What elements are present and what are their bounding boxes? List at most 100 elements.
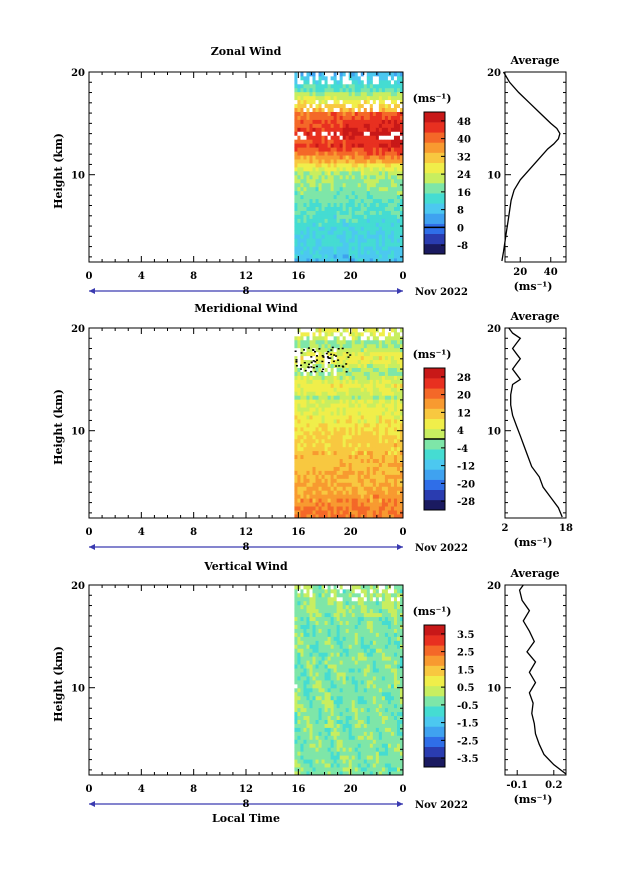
heatmap-cell [315, 226, 319, 231]
heatmap-cell [366, 415, 371, 420]
profile-unit: (ms⁻¹) [514, 536, 553, 549]
heatmap-cell [390, 506, 395, 511]
heatmap-cell [321, 585, 325, 590]
heatmap-cell [393, 155, 398, 160]
heatmap-cell [342, 391, 347, 396]
heatmap-cell [324, 170, 328, 176]
heatmap-cell [312, 119, 316, 124]
heatmap-cell [312, 99, 316, 105]
heatmap-cell [354, 347, 359, 353]
heatmap-cell [330, 588, 335, 594]
heatmap-cell [363, 403, 368, 408]
heatmap-cell [342, 652, 347, 657]
heatmap-cell [351, 202, 356, 207]
heatmap-cell [342, 767, 347, 772]
heatmap-cell [369, 159, 374, 164]
heatmap-cell [327, 723, 332, 728]
date-mark: 8 [243, 542, 250, 553]
heatmap-cell [345, 411, 350, 416]
heatmap-cell [378, 170, 383, 176]
heatmap-cell [327, 246, 332, 251]
heatmap-cell [300, 391, 304, 396]
heatmap-cell [303, 711, 307, 717]
heatmap-cell [396, 135, 401, 140]
heatmap-cell [324, 222, 328, 227]
heatmap-cell [372, 351, 377, 357]
heatmap-cell [318, 182, 322, 188]
heatmap-cell [354, 687, 359, 693]
heatmap-cell [378, 407, 383, 412]
heatmap-cell [348, 478, 353, 483]
heatmap-cell [348, 628, 353, 633]
heatmap-cell [297, 182, 301, 188]
heatmap-cell [336, 731, 341, 736]
heatmap-cell [399, 87, 404, 93]
heatmap-cell [300, 238, 304, 243]
colorbar-segment [424, 449, 445, 460]
heatmap-cell [342, 510, 347, 515]
heatmap-cell [399, 238, 404, 243]
heatmap-cell [321, 143, 325, 148]
heatmap-cell [336, 178, 341, 184]
heatmap-cell [327, 127, 332, 132]
heatmap-cell [300, 202, 304, 207]
heatmap-cell [327, 359, 332, 365]
heatmap-cell [324, 747, 328, 752]
heatmap-cell [360, 604, 365, 610]
heatmap-cell [321, 214, 325, 219]
heatmap-cell [381, 395, 386, 400]
heatmap-cell [375, 238, 380, 243]
heatmap-cell [324, 691, 328, 697]
heatmap-cell [372, 206, 377, 211]
heatmap-cell [318, 335, 322, 341]
heatmap-cell [351, 506, 356, 511]
heatmap-cell [357, 585, 362, 590]
heatmap-cell [330, 367, 335, 372]
heatmap-cell [312, 198, 316, 204]
heatmap-cell [393, 170, 398, 176]
heatmap-cell [378, 167, 383, 172]
heatmap-cell [360, 506, 365, 511]
heatmap-cell [378, 131, 383, 136]
heatmap-cell [345, 648, 350, 653]
heatmap-cell [357, 751, 362, 756]
heatmap-cell [363, 206, 368, 211]
heatmap-cell [354, 652, 359, 657]
heatmap-cell [345, 514, 350, 519]
heatmap-cell [303, 514, 307, 519]
heatmap-cell [372, 174, 377, 180]
heatmap-cell [369, 178, 374, 184]
heatmap-cell [309, 222, 313, 227]
heatmap-cell [294, 640, 298, 645]
heatmap-cell [321, 426, 325, 432]
heatmap-cell [327, 585, 332, 590]
heatmap-cell [357, 246, 362, 251]
heatmap-cell [354, 442, 359, 448]
heatmap-cell [363, 498, 368, 503]
heatmap-cell [393, 490, 398, 495]
heatmap-cell [375, 351, 380, 357]
heatmap-cell [390, 242, 395, 247]
heatmap-cell [372, 119, 377, 124]
heatmap-cell [342, 375, 347, 380]
heatmap-cell [342, 715, 347, 720]
heatmap-cell [375, 367, 380, 372]
heatmap-cell [354, 616, 359, 622]
heatmap-cell [357, 676, 362, 681]
heatmap-cell [399, 75, 404, 81]
heatmap-cell [324, 699, 328, 705]
heatmap-cell [300, 423, 304, 428]
heatmap-cell [321, 174, 325, 180]
heatmap-cell [300, 676, 304, 681]
heatmap-cell [381, 254, 386, 259]
heatmap-cell [321, 182, 325, 188]
heatmap-cell [336, 170, 341, 176]
heatmap-cell [321, 335, 325, 341]
heatmap-cell [315, 206, 319, 211]
heatmap-cell [387, 178, 392, 184]
heatmap-cell [336, 506, 341, 511]
heatmap-cell [300, 632, 304, 637]
heatmap-cell [399, 399, 404, 404]
heatmap-cell [348, 407, 353, 412]
heatmap-cell [339, 234, 344, 239]
